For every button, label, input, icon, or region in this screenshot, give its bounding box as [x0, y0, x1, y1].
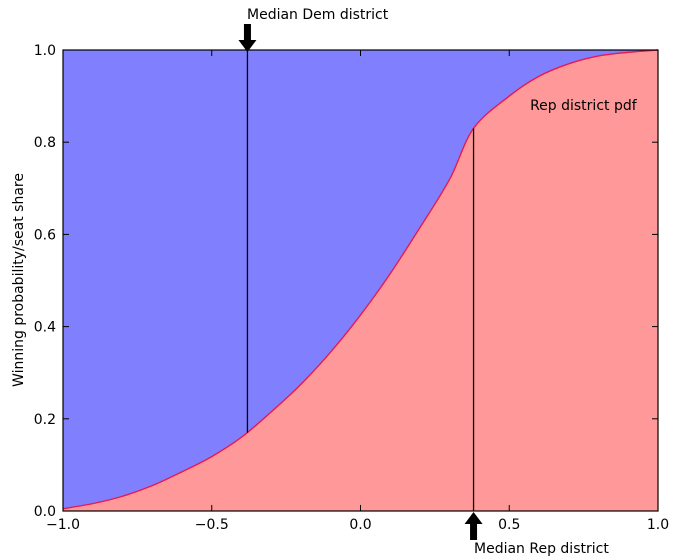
y-tick-label: 0.8: [34, 135, 56, 151]
chart-marks: [62, 24, 659, 540]
series-line: [62, 49, 659, 510]
x-tick-label: 0.0: [349, 517, 371, 533]
median-dem-arrow-head: [238, 40, 257, 52]
area-above-curve: [63, 50, 658, 509]
x-tick-label: −1.0: [46, 517, 80, 533]
y-axis-label: Winning probability/seat share: [11, 173, 27, 387]
y-tick-label: 1.0: [34, 43, 56, 59]
x-tick-label: 1.0: [647, 517, 669, 533]
plot-area: [63, 50, 658, 511]
annotations: Median Dem district Median Rep district …: [247, 7, 638, 557]
y-tick-label: 0.0: [34, 504, 56, 520]
median-rep-label: Median Rep district: [474, 541, 609, 557]
rep-pdf-label: Rep district pdf: [530, 98, 638, 114]
axes: −1.0 −0.5 0.0 0.5 1.0 0.0 0.2 0.4 0.6 0.8 1.0: [34, 43, 669, 533]
y-tick-label: 0.4: [34, 320, 56, 336]
x-tick-label: 0.5: [498, 517, 520, 533]
y-tick-label: 0.2: [34, 412, 56, 428]
median-dem-arrow-shaft: [243, 24, 251, 44]
x-tick-label: −0.5: [195, 517, 229, 533]
y-tick-label: 0.6: [34, 227, 56, 243]
median-rep-arrow-shaft: [470, 520, 478, 540]
area-below-curve: [63, 50, 658, 511]
median-dem-label: Median Dem district: [247, 7, 389, 23]
median-rep-arrow-head: [464, 512, 483, 524]
